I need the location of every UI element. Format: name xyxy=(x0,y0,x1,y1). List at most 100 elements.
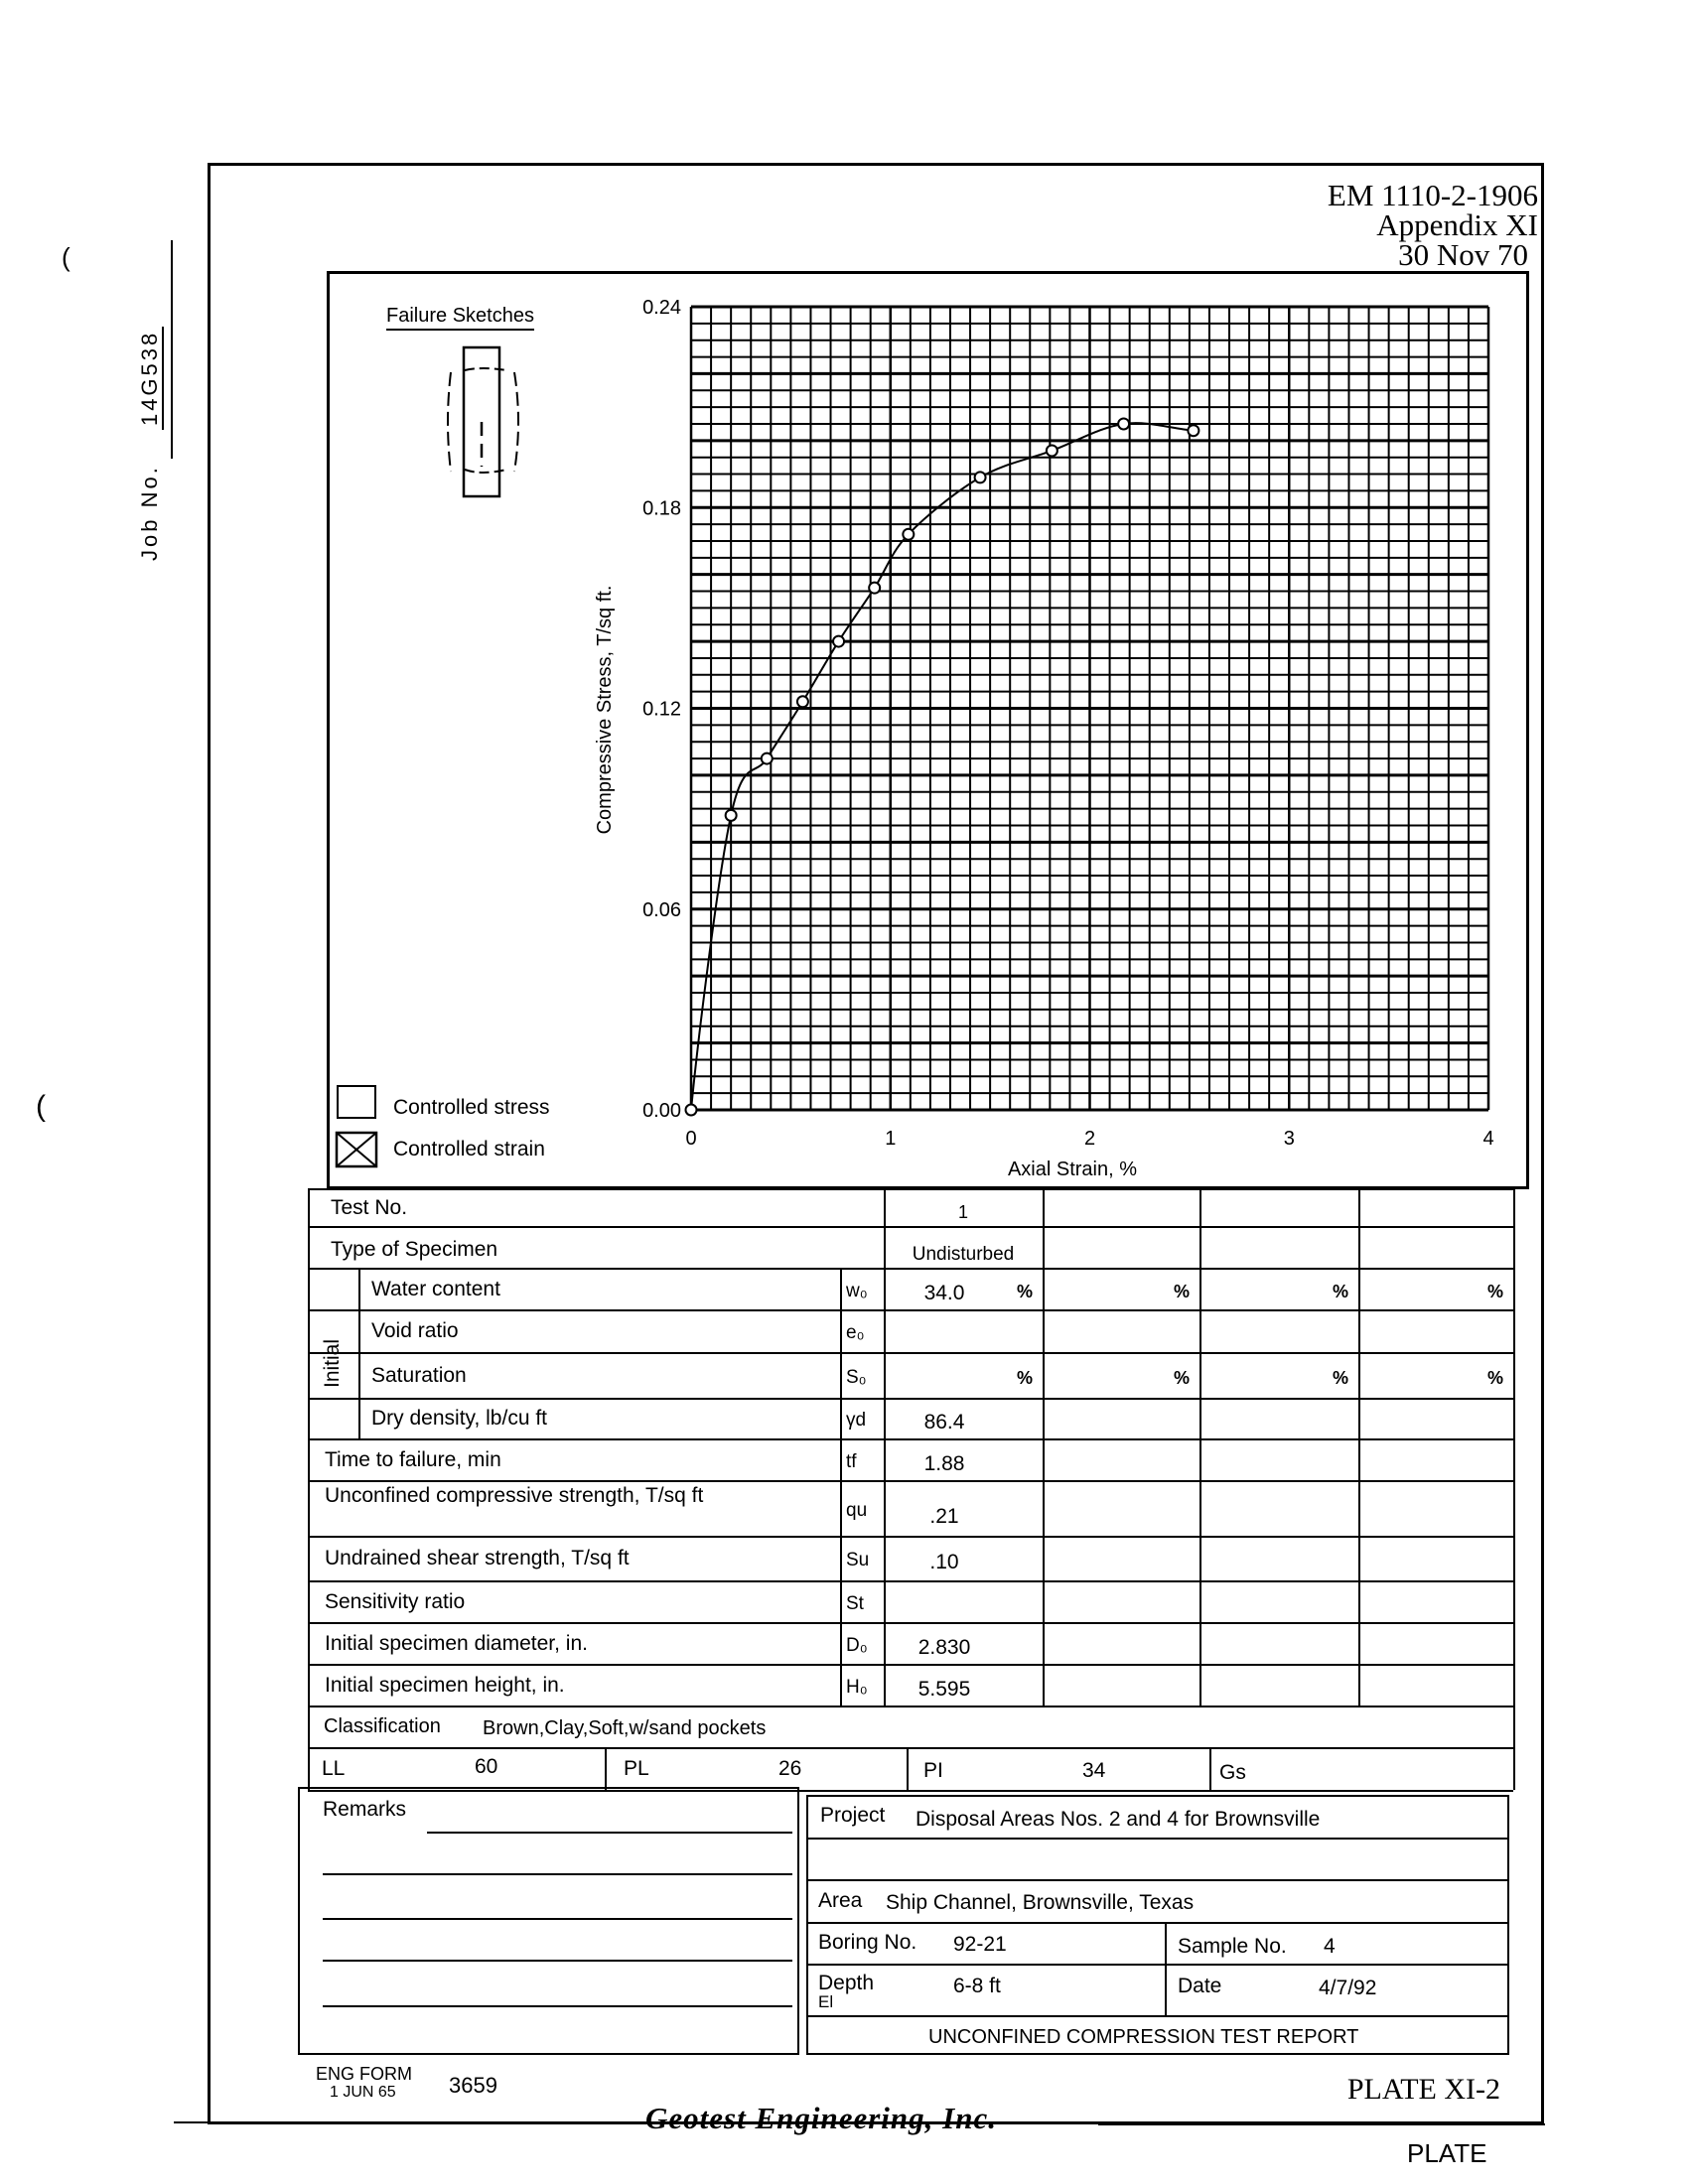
ll-label: LL xyxy=(322,1757,346,1780)
type-of-specimen-label: Type of Specimen xyxy=(331,1238,498,1261)
percent-unit: % xyxy=(1017,1367,1034,1388)
remarks-line xyxy=(323,1873,792,1875)
area-label: Area xyxy=(818,1889,863,1912)
table-row-symbol: γd xyxy=(846,1410,867,1431)
header-date: 30 Nov 70 xyxy=(1398,237,1528,272)
percent-unit: % xyxy=(1174,1281,1191,1301)
area-value: Ship Channel, Brownsville, Texas xyxy=(886,1891,1195,1914)
company-name: Geotest Engineering, Inc. xyxy=(645,2101,997,2135)
project-value: Disposal Areas Nos. 2 and 4 for Brownsvi… xyxy=(916,1808,1321,1831)
specific-gravity-label: Gs xyxy=(1219,1761,1246,1784)
margin-mark: ( xyxy=(62,242,70,272)
data-point xyxy=(1117,417,1131,431)
table-row-symbol: St xyxy=(846,1592,864,1614)
manual-number: EM 1110-2-1906 xyxy=(1327,178,1538,212)
data-point xyxy=(1187,424,1200,438)
form-label: ENG FORM xyxy=(316,2064,412,2084)
data-point xyxy=(684,1103,698,1117)
x-tick-label: 2 xyxy=(1084,1128,1095,1150)
x-tick-label: 3 xyxy=(1284,1128,1295,1150)
classification-value: Brown,Clay,Soft,w/sand pockets xyxy=(483,1717,767,1739)
stress-strain-curve xyxy=(690,422,1194,1111)
data-point xyxy=(973,471,987,484)
appendix: Appendix XI xyxy=(1376,207,1538,242)
failure-sketches-title: Failure Sketches xyxy=(386,306,534,331)
test-no-label: Test No. xyxy=(331,1196,408,1219)
controlled-strain-checkbox[interactable] xyxy=(335,1131,378,1168)
table-row-symbol: tf xyxy=(846,1450,857,1472)
remarks-box xyxy=(298,1787,799,2055)
x-tick-label: 4 xyxy=(1482,1128,1493,1150)
controlled-strain-label: Controlled strain xyxy=(393,1138,545,1160)
date-value: 4/7/92 xyxy=(1319,1977,1377,1999)
form-number: 3659 xyxy=(449,2073,497,2098)
depth-value: 6-8 ft xyxy=(953,1975,1001,1997)
remarks-label: Remarks xyxy=(323,1798,407,1821)
table-row-label: Initial specimen diameter, in. xyxy=(325,1631,588,1655)
controlled-stress-checkbox[interactable] xyxy=(337,1085,376,1119)
classification-label: Classification xyxy=(324,1715,441,1737)
table-row-symbol: Su xyxy=(846,1550,870,1570)
report-title: UNCONFINED COMPRESSION TEST REPORT xyxy=(928,2026,1359,2048)
percent-unit: % xyxy=(1174,1367,1191,1388)
remarks-line xyxy=(323,2005,792,2007)
table-row-label: Sensitivity ratio xyxy=(325,1589,466,1613)
remarks-line xyxy=(427,1832,792,1834)
test-no-value: 1 xyxy=(957,1202,968,1222)
job-number: Job No. 14G538 xyxy=(137,326,164,561)
y-tick-label: 0.06 xyxy=(642,899,681,921)
x-axis-label: Axial Strain, % xyxy=(1008,1159,1137,1180)
percent-unit: % xyxy=(1017,1281,1034,1301)
plate-bottom: PLATE xyxy=(1407,2138,1487,2168)
y-tick-label: 0.24 xyxy=(642,297,681,319)
chart-grid xyxy=(689,305,1490,1112)
pl-label: PL xyxy=(624,1757,649,1780)
document-header: EM 1110-2-1906 Appendix XI 30 Nov 70 xyxy=(1327,178,1538,272)
table-row-label: Undrained shear strength, T/sq ft xyxy=(325,1547,630,1570)
percent-unit: % xyxy=(1487,1367,1504,1388)
table-cell-value: .10 xyxy=(929,1551,959,1573)
percent-unit: % xyxy=(1487,1281,1504,1301)
table-row-label: Water content xyxy=(371,1277,500,1300)
x-tick-label: 0 xyxy=(685,1128,696,1150)
boring-value: 92-21 xyxy=(953,1933,1007,1956)
percent-unit: % xyxy=(1333,1281,1349,1301)
y-tick-label: 0.00 xyxy=(642,1100,681,1122)
job-number-label: Job No. xyxy=(137,465,162,561)
date-label: Date xyxy=(1178,1975,1222,1997)
stress-strain-chart: 0 1 2 3 4 0.00 0.06 0.12 0.18 0.24 Axial Strain, … xyxy=(594,297,1494,1180)
table-row-label: Unconfined compressive strength, T/sq ft xyxy=(325,1484,704,1507)
data-point xyxy=(724,808,738,822)
table-row-label: Dry density, lb/cu ft xyxy=(371,1407,548,1430)
pi-value: 34 xyxy=(1082,1759,1106,1782)
x-tick-label: 1 xyxy=(885,1128,896,1150)
table-row-symbol: D₀ xyxy=(846,1634,868,1656)
data-point xyxy=(832,634,846,648)
form-date: 1 JUN 65 xyxy=(330,2084,396,2101)
data-point xyxy=(1045,444,1058,458)
table-cell-value: .21 xyxy=(929,1504,959,1528)
specimen-type-value: Undisturbed xyxy=(912,1244,1015,1265)
data-point xyxy=(760,751,774,765)
table-cell-value: 1.88 xyxy=(923,1451,965,1475)
ll-value: 60 xyxy=(475,1755,498,1778)
failure-sketch xyxy=(447,345,519,498)
table-row-label: Time to failure, min xyxy=(325,1447,501,1471)
percent-unit: % xyxy=(1333,1367,1349,1388)
data-point xyxy=(795,695,809,709)
project-label: Project xyxy=(820,1804,886,1827)
controlled-stress-label: Controlled stress xyxy=(393,1096,550,1119)
y-tick-label: 0.18 xyxy=(642,497,681,519)
job-number-rule xyxy=(171,240,173,459)
table-row-symbol: S₀ xyxy=(846,1366,867,1388)
page-border xyxy=(208,163,1544,2124)
table-row-label: Void ratio xyxy=(371,1319,459,1342)
depth-label: Depth xyxy=(818,1972,875,1994)
job-number-value: 14G538 xyxy=(137,326,164,431)
remarks-line xyxy=(323,1918,792,1920)
plate-number: PLATE XI-2 xyxy=(1346,2073,1500,2106)
elevation-label: El xyxy=(818,1992,834,2011)
table-row-symbol: e₀ xyxy=(846,1322,865,1343)
y-axis-label: Compressive Stress, T/sq ft. xyxy=(594,586,616,835)
margin-mark: ( xyxy=(36,1090,46,1123)
